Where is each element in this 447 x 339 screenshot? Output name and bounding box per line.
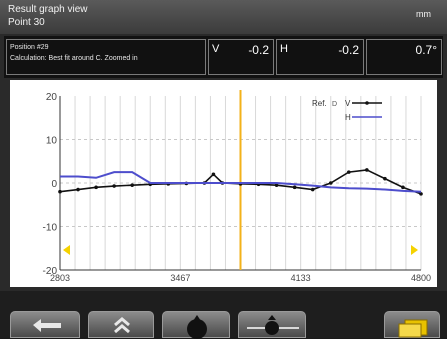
x-tick-label: 4133 [291,273,311,283]
scroll-right-arrow-icon [411,245,418,255]
info-angle-box: 0.7° [366,39,442,75]
slider-button[interactable] [238,311,306,338]
series-v-point [292,185,297,190]
x-tick-label: 3467 [170,273,190,283]
info-v-box: V -0.2 [208,39,274,75]
info-bar: Position #29 Calculation: Best fit aroun… [4,36,443,78]
info-description-box: Position #29 Calculation: Best fit aroun… [6,39,206,75]
title-bar: Result graph view Point 30 mm [0,0,447,34]
series-v-point [401,185,405,190]
legend-ref-value: D [332,101,337,108]
unit-label: mm [416,9,431,19]
folder-icon [398,319,428,338]
info-h-label: H [280,43,288,55]
back-button[interactable] [10,311,80,338]
target-button[interactable] [162,311,230,339]
y-tick-label: 0 [51,179,57,190]
x-tick-label: 2803 [50,273,70,283]
legend-v-point [365,101,369,105]
back-arrow-icon [33,319,61,332]
folder-button[interactable] [384,311,440,338]
info-h-box: H -0.2 [276,39,364,75]
series-v-point [274,183,279,187]
bottom-toolbar [0,291,447,339]
series-h-line [60,171,422,193]
info-v-value: -0.2 [248,43,269,57]
info-position-text: Position #29 [10,44,49,51]
series-v-point [328,181,333,185]
info-v-label: V [212,43,220,55]
series-v-point [383,176,387,181]
series-v-point [94,185,98,190]
page-title: Result graph view [8,4,88,15]
series-v-point [419,192,423,196]
series-v-point [310,187,315,192]
series-v-point [112,184,116,188]
y-tick-label: -10 [43,223,58,234]
page-subtitle: Point 30 [8,17,45,28]
series-v-point [365,168,369,172]
y-tick-label: 20 [46,92,58,103]
series-v-point [130,183,134,187]
slider-icon [247,315,299,335]
info-calculation-text: Calculation: Best fit around C. Zoomed i… [10,55,138,62]
double-chevron-up-icon [114,317,130,334]
scroll-up-button[interactable] [88,311,154,338]
info-h-value: -0.2 [338,43,359,57]
y-tick-label: 10 [46,136,58,147]
x-tick-label: 4800 [411,273,431,283]
legend-h-label: H [345,113,351,122]
legend-ref-label: Ref. [312,99,327,108]
series-v-point [347,170,351,174]
legend-v-label: V [345,99,351,108]
result-graph[interactable]: 20 10 0 -10 -20 2803 3467 4133 4800 Ref. D V H [10,80,437,287]
info-angle-value: 0.7° [415,43,437,57]
y-tick-label: -20 [43,266,58,277]
series-v-point [58,189,62,194]
series-v-point [211,172,216,177]
series-v-point [76,187,80,192]
target-icon [187,315,207,339]
scroll-left-arrow-icon [63,245,70,255]
